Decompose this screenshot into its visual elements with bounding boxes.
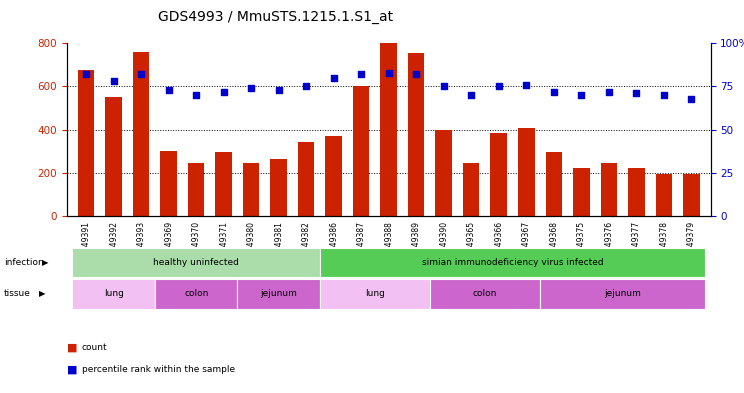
Bar: [380, 43, 397, 216]
Point: [575, 92, 587, 98]
Bar: [106, 97, 122, 216]
Bar: [600, 163, 617, 216]
Text: tissue: tissue: [4, 289, 31, 298]
Text: GDS4993 / MmuSTS.1215.1.S1_at: GDS4993 / MmuSTS.1215.1.S1_at: [158, 10, 393, 24]
Point: [273, 87, 285, 93]
Bar: [188, 163, 205, 216]
Text: ■: ■: [67, 364, 77, 375]
Bar: [353, 86, 370, 216]
Bar: [683, 174, 699, 216]
Text: ▶: ▶: [42, 258, 49, 267]
Bar: [161, 151, 177, 216]
Point: [246, 85, 257, 91]
Point: [410, 71, 422, 77]
Point: [80, 71, 92, 77]
Text: ■: ■: [67, 343, 77, 353]
Text: jejunum: jejunum: [604, 289, 641, 298]
Text: lung: lung: [365, 289, 385, 298]
Text: healthy uninfected: healthy uninfected: [153, 258, 239, 267]
Text: colon: colon: [184, 289, 208, 298]
Point: [301, 83, 312, 90]
Text: ▶: ▶: [39, 289, 45, 298]
Point: [356, 71, 368, 77]
Point: [630, 90, 642, 97]
Point: [658, 92, 670, 98]
Text: jejunum: jejunum: [260, 289, 297, 298]
Text: colon: colon: [472, 289, 497, 298]
Text: simian immunodeficiency virus infected: simian immunodeficiency virus infected: [422, 258, 603, 267]
Point: [383, 70, 395, 76]
Text: infection: infection: [4, 258, 43, 267]
Point: [685, 95, 697, 102]
Point: [163, 87, 175, 93]
Bar: [133, 52, 150, 216]
Bar: [545, 152, 562, 216]
Bar: [655, 174, 672, 216]
Text: percentile rank within the sample: percentile rank within the sample: [82, 365, 235, 374]
Text: lung: lung: [103, 289, 124, 298]
Point: [218, 88, 230, 95]
Point: [520, 82, 532, 88]
Point: [603, 88, 615, 95]
Bar: [271, 159, 287, 216]
Bar: [243, 163, 260, 216]
Point: [437, 83, 449, 90]
Bar: [573, 167, 589, 216]
Point: [328, 75, 340, 81]
Bar: [463, 163, 479, 216]
Bar: [435, 130, 452, 216]
Point: [493, 83, 504, 90]
Text: count: count: [82, 343, 107, 352]
Point: [190, 92, 202, 98]
Point: [108, 78, 120, 84]
Point: [548, 88, 559, 95]
Bar: [298, 141, 315, 216]
Bar: [408, 53, 425, 216]
Bar: [216, 152, 232, 216]
Bar: [78, 70, 94, 216]
Bar: [490, 133, 507, 216]
Bar: [518, 127, 534, 216]
Point: [465, 92, 477, 98]
Bar: [325, 136, 342, 216]
Point: [135, 71, 147, 77]
Bar: [628, 167, 644, 216]
